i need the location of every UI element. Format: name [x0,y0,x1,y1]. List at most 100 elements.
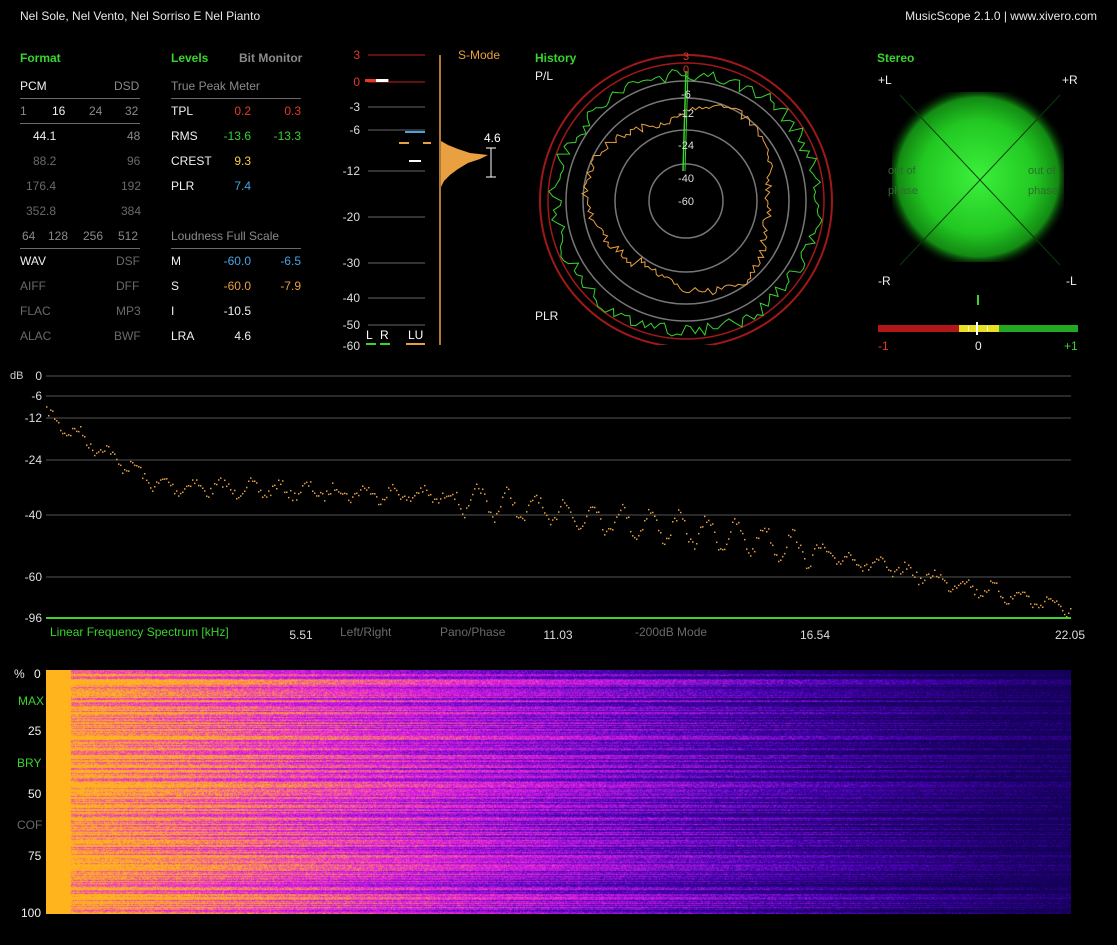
sg-label-max[interactable]: MAX [18,694,45,708]
spectrum-point [136,465,138,467]
spectrum-point [590,506,592,509]
spectrum-point [572,516,574,519]
spectrum-point [568,507,570,509]
spectrum-point [628,516,630,518]
spectrum-point [642,528,644,531]
spectrum-point [172,483,174,486]
spectrum-point [720,548,722,550]
spectrum-point [694,548,696,550]
spectrum-point [838,561,840,563]
sg-label-cof[interactable]: COF [17,818,43,832]
spectrum-point [622,503,624,506]
spectrum-point [226,485,228,488]
short-term-label: S [171,279,180,293]
spectrum-point [524,519,526,522]
spectrum-point [430,493,432,496]
spectrum-point [1016,592,1018,594]
spectrum-point [258,491,260,493]
spectrum-point [160,479,162,481]
spectrum-point [618,513,620,516]
spectrum-point [578,528,580,530]
spectrum-point [560,505,562,508]
container-alac: ALAC [20,329,52,343]
crest-value: 9.3 [234,154,251,168]
spectrum-point [100,449,102,451]
spectrum-point [1048,598,1050,600]
left-right-mode[interactable]: Left/Right [340,625,392,639]
spectrum-point [970,586,972,588]
spectrum-point [1068,612,1070,614]
spectrum-point [588,509,590,512]
spectrum-point [800,544,802,547]
spectrum-point [64,432,66,435]
spectrum-point [242,492,244,495]
spectrum-point [406,499,408,501]
correlation-min: -1 [878,339,889,353]
spectrum-point [214,483,216,485]
correlation-needle [976,322,978,335]
tpl-left: 0.2 [234,104,251,118]
y-tick-label: -12 [25,411,43,425]
bit-depth-32: 32 [125,104,139,118]
spectrum-point [764,527,766,530]
spectrum-point [120,464,122,467]
spectrum-point [196,479,198,481]
spectrum-point [1032,606,1034,609]
out-of-phase-left: out of [888,165,916,177]
pano-phase-mode[interactable]: Pano/Phase [440,625,506,639]
dsd-128: 128 [48,229,69,243]
spectrum-point [828,551,830,553]
spectrum-point [414,495,416,497]
spectrum-point [870,566,872,568]
spectrum-point [876,558,878,560]
spectrum-point [552,519,554,521]
spectrum-point [714,531,716,533]
spectrum-point [804,558,806,560]
spectrum-point [880,556,882,558]
spectrum-point [314,492,316,494]
spectrum-point [938,576,940,579]
s-mode-label[interactable]: S-Mode [458,48,500,62]
spectrum-point [448,495,450,497]
spectrum-point [60,429,62,432]
goniometer-cloud [892,92,1064,262]
spectrum-point [564,502,566,504]
spectrum-point [378,503,380,506]
spectrum-point [922,582,924,584]
spectrum-point [548,518,550,520]
y-tick-label: -96 [25,611,43,625]
spectrum-point [152,490,154,492]
sg-label-bry[interactable]: BRY [17,756,42,770]
spectrum-point [1050,598,1052,600]
spectrum-point [394,487,396,490]
spectrum-point [320,491,322,494]
spectrum-point [292,499,294,502]
spectrum-point [216,483,218,486]
integrated-value: -10.5 [223,304,251,318]
spectrum-point [926,574,928,576]
scale-m3: -3 [349,100,360,114]
sg-label-25: 25 [28,724,42,738]
spectrum-point [402,496,404,498]
scale-m20: -20 [343,210,361,224]
spectrum-point [906,568,908,570]
spectrum-point [782,555,784,558]
ring-label-m12: -12 [678,108,694,120]
200db-mode[interactable]: -200dB Mode [635,625,707,639]
spectrum-point [830,552,832,554]
spectrum-point [598,511,600,513]
container-dff: DFF [116,279,140,293]
spectrum-point [748,552,750,554]
ring-label-0: 0 [683,64,689,76]
spectrum-point [976,588,978,591]
spectrum-point [898,566,900,569]
correlation-meter [878,322,1078,335]
spectrum-point [74,427,76,430]
loudness-marker [423,142,431,144]
spectrum-point [368,486,370,489]
legend-left: L [366,328,373,342]
spectrum-point [674,517,676,520]
ring-3 [539,54,833,345]
spectrum-point [626,517,628,519]
bit-monitor-tab[interactable]: Bit Monitor [239,51,303,65]
